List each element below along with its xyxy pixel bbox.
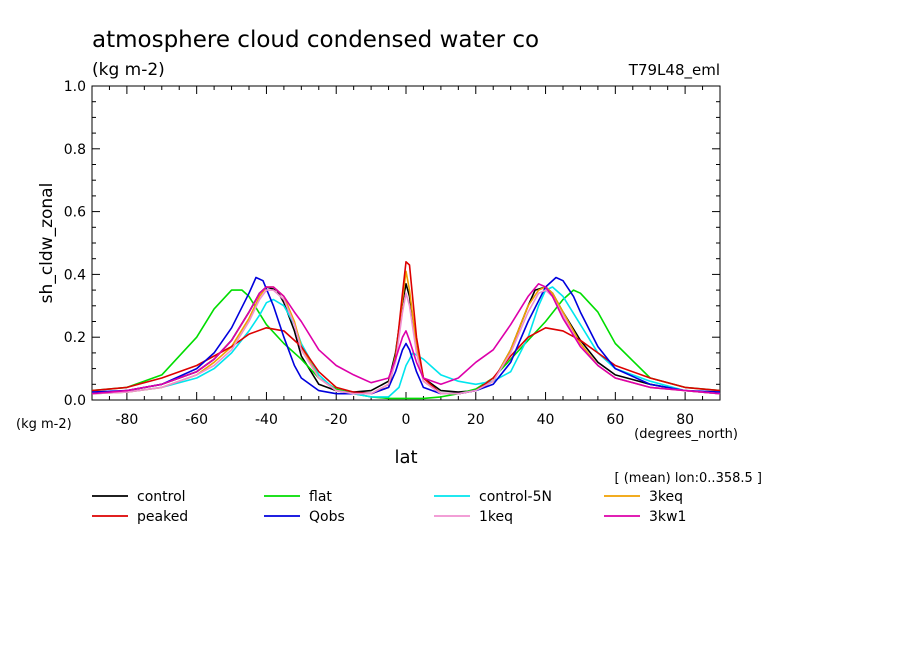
run-label: T79L48_eml (628, 61, 720, 80)
chart-subtitle: (kg m-2) (92, 60, 165, 80)
legend-label-1keq: 1keq (479, 509, 513, 525)
series-line-3kw1 (91, 282, 721, 395)
y-tick-label: 0.4 (64, 267, 86, 283)
series-line-control-5n (91, 286, 721, 398)
x-axis-label: lat (394, 447, 417, 468)
legend-label-qobs: Qobs (309, 509, 345, 525)
legend-label-3kw1: 3kw1 (649, 509, 686, 525)
series-lines (91, 260, 721, 400)
y-tick-label: 0.2 (64, 330, 86, 346)
x-tick-label: 0 (402, 412, 411, 428)
x-tick-label: 40 (537, 412, 555, 428)
legend-label-control: control (137, 489, 186, 505)
y-axis-units: (kg m-2) (16, 417, 72, 432)
series-line-qobs (91, 276, 721, 395)
y-tick-label: 1.0 (64, 79, 86, 95)
y-tick-label: 0.0 (64, 393, 86, 409)
legend-label-peaked: peaked (137, 509, 188, 525)
x-tick-label: 80 (676, 412, 694, 428)
x-tick-label: 60 (606, 412, 624, 428)
x-tick-labels: -80 -60 -40 -20 0 20 40 60 80 (115, 412, 694, 428)
x-axis-units: (degrees_north) (634, 427, 738, 442)
series-line-peaked (91, 260, 721, 395)
x-tick-label: -60 (185, 412, 208, 428)
series-line-3keq (91, 270, 721, 395)
x-tick-label: -40 (255, 412, 278, 428)
y-tick-label: 0.8 (64, 142, 86, 158)
legend-label-control-5n: control-5N (479, 489, 552, 505)
axis-ticks (91, 85, 721, 401)
x-tick-label: 20 (467, 412, 485, 428)
plot-area (91, 85, 721, 401)
legend: control flat control-5N 3keq peaked Qobs 1keq 3… (92, 489, 686, 525)
series-line-flat (91, 289, 721, 400)
x-tick-label: -20 (325, 412, 348, 428)
chart-title: atmosphere cloud condensed water co (92, 27, 539, 53)
y-tick-labels: 0.0 0.2 0.4 0.6 0.8 1.0 (64, 79, 86, 409)
averaging-note: [ (mean) lon:0..358.5 ] (615, 471, 763, 486)
y-axis-label: sh_cldw_zonal (37, 183, 57, 304)
legend-label-3keq: 3keq (649, 489, 683, 505)
x-tick-label: -80 (115, 412, 138, 428)
legend-label-flat: flat (309, 489, 332, 505)
y-tick-label: 0.6 (64, 205, 86, 221)
